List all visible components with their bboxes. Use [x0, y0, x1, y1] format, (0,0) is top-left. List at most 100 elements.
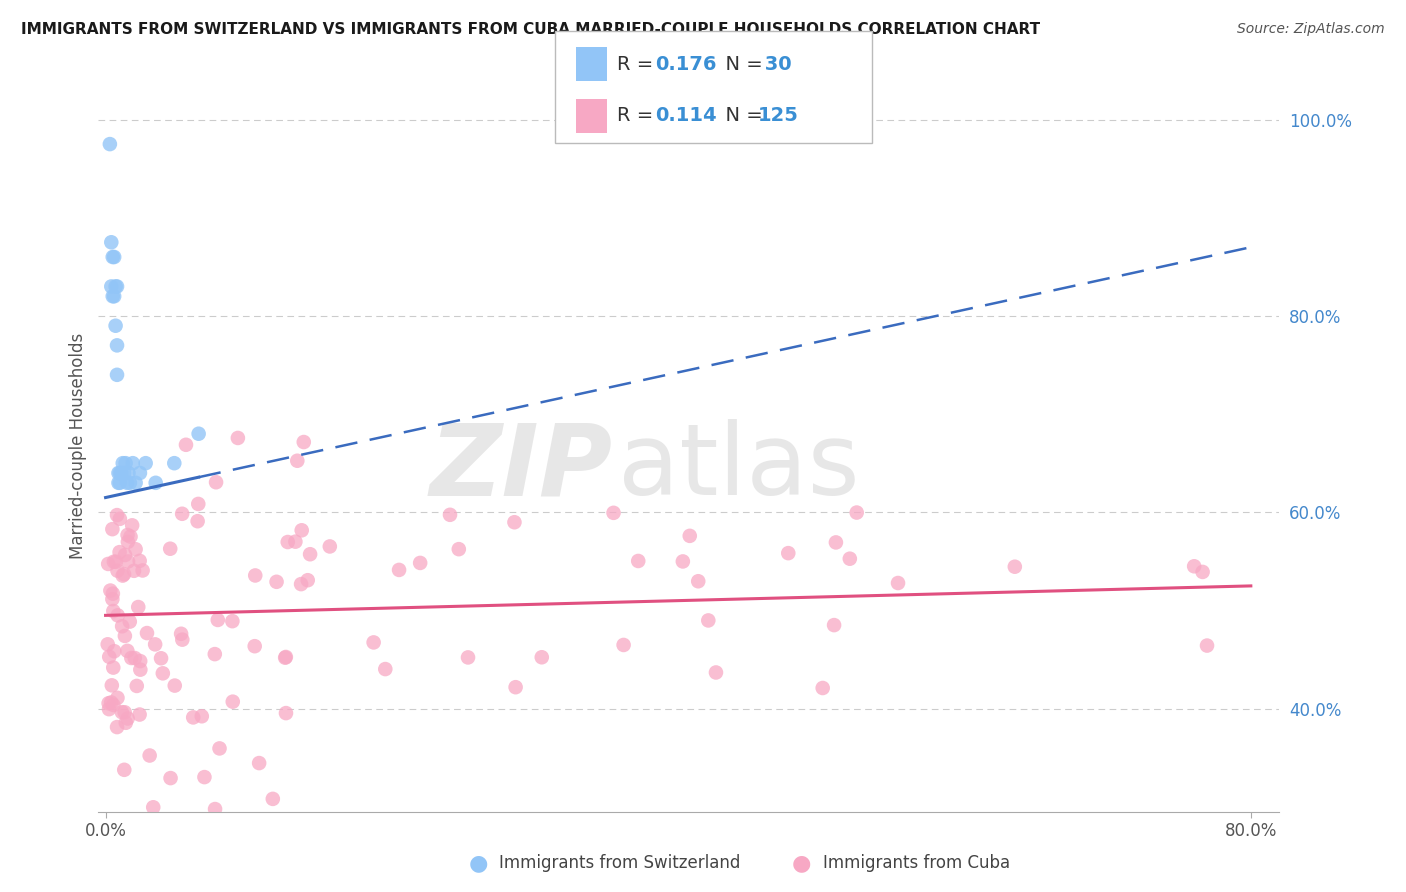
Point — [297, 573, 319, 587]
Point — [101, 678, 124, 692]
Point — [101, 522, 124, 536]
Point — [100, 235, 122, 250]
Point — [120, 651, 142, 665]
Point — [136, 626, 159, 640]
Text: R =: R = — [617, 106, 659, 125]
Point — [103, 644, 125, 658]
Point — [672, 554, 695, 568]
Point — [163, 456, 186, 470]
Y-axis label: Married-couple Households: Married-couple Households — [69, 333, 87, 559]
Point — [193, 770, 215, 784]
Point — [204, 802, 226, 816]
Point — [138, 748, 160, 763]
Point — [187, 426, 209, 441]
Point — [845, 506, 868, 520]
Point — [105, 368, 128, 382]
Point — [121, 456, 143, 470]
Point — [104, 279, 127, 293]
Point — [319, 540, 342, 554]
Point — [124, 651, 146, 665]
Point — [204, 647, 226, 661]
Point — [187, 497, 209, 511]
Point — [118, 475, 141, 490]
Point — [887, 576, 910, 591]
Point — [613, 638, 636, 652]
Point — [285, 454, 308, 468]
Point — [128, 707, 150, 722]
Text: IMMIGRANTS FROM SWITZERLAND VS IMMIGRANTS FROM CUBA MARRIED-COUPLE HOUSEHOLDS CO: IMMIGRANTS FROM SWITZERLAND VS IMMIGRANT… — [21, 22, 1040, 37]
Point — [697, 614, 720, 628]
Point — [142, 800, 165, 814]
Point — [114, 456, 136, 470]
Point — [103, 250, 125, 264]
Text: atlas: atlas — [619, 419, 859, 516]
Point — [105, 720, 128, 734]
Point — [117, 711, 139, 725]
Point — [208, 741, 231, 756]
Point — [145, 475, 167, 490]
Point — [152, 666, 174, 681]
Point — [108, 475, 131, 490]
Point — [143, 637, 166, 651]
Point — [172, 632, 194, 647]
Point — [274, 706, 297, 720]
Point — [129, 654, 152, 668]
Text: Immigrants from Cuba: Immigrants from Cuba — [823, 855, 1010, 872]
Point — [124, 542, 146, 557]
Point — [103, 698, 125, 712]
Point — [1191, 565, 1213, 579]
Text: ●: ● — [468, 854, 488, 873]
Point — [105, 338, 128, 352]
Point — [101, 289, 124, 303]
Point — [105, 508, 128, 522]
Point — [1195, 639, 1218, 653]
Point — [112, 567, 135, 582]
Point — [104, 318, 127, 333]
Text: 125: 125 — [758, 106, 799, 125]
Point — [205, 475, 228, 490]
Point — [823, 618, 845, 632]
Point — [172, 507, 194, 521]
Text: 30: 30 — [758, 55, 792, 74]
Point — [222, 695, 245, 709]
Point — [101, 592, 124, 607]
Point — [388, 563, 411, 577]
Point — [108, 466, 131, 480]
Point — [104, 555, 127, 569]
Text: Immigrants from Switzerland: Immigrants from Switzerland — [499, 855, 741, 872]
Point — [457, 650, 479, 665]
Point — [181, 710, 204, 724]
Point — [159, 541, 181, 556]
Point — [97, 637, 120, 651]
Point — [243, 639, 266, 653]
Point — [207, 613, 229, 627]
Point — [274, 650, 297, 665]
Point — [124, 475, 146, 490]
Point — [299, 547, 322, 561]
Point — [778, 546, 800, 560]
Point — [191, 709, 214, 723]
Point — [266, 574, 288, 589]
Point — [439, 508, 461, 522]
Point — [187, 514, 209, 528]
Point — [112, 763, 135, 777]
Text: N =: N = — [713, 106, 769, 125]
Point — [97, 696, 120, 710]
Point — [163, 817, 186, 831]
Point — [101, 587, 124, 601]
Text: 0.176: 0.176 — [655, 55, 717, 74]
Point — [114, 629, 136, 643]
Point — [107, 564, 129, 578]
Point — [118, 615, 141, 629]
Point — [129, 466, 152, 480]
Text: ZIP: ZIP — [429, 419, 612, 516]
Point — [277, 535, 299, 549]
Point — [125, 679, 148, 693]
Point — [107, 475, 129, 490]
Point — [704, 665, 727, 680]
Point — [115, 475, 138, 490]
Point — [98, 649, 121, 664]
Point — [150, 651, 173, 665]
Point — [363, 635, 385, 649]
Point — [117, 466, 139, 480]
